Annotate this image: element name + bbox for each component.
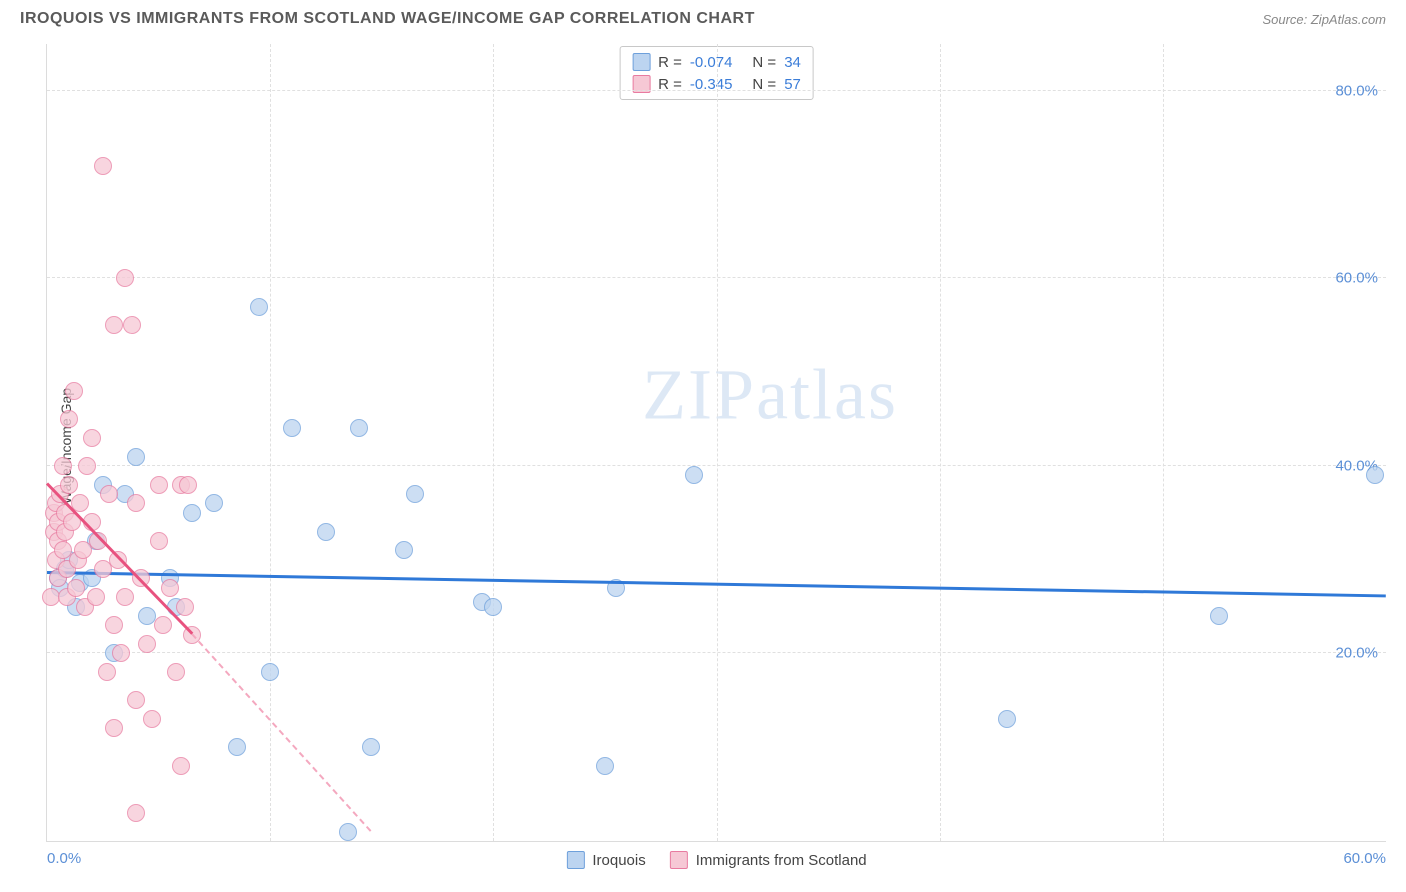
scatter-chart: ZIPatlas R = -0.074N = 34R = -0.345N = 5… (46, 44, 1386, 842)
stat-n-label: N = (752, 54, 776, 71)
legend-series-label: Immigrants from Scotland (696, 852, 867, 869)
gridline-vertical (940, 44, 941, 841)
data-point (161, 579, 179, 597)
data-point (350, 419, 368, 437)
stat-r-label: R = (658, 54, 682, 71)
gridline-vertical (493, 44, 494, 841)
data-point (1210, 607, 1228, 625)
data-point (143, 710, 161, 728)
legend-swatch (670, 851, 688, 869)
data-point (250, 298, 268, 316)
data-point (83, 429, 101, 447)
data-point (138, 635, 156, 653)
data-point (596, 757, 614, 775)
data-point (65, 382, 83, 400)
data-point (87, 588, 105, 606)
legend-series-item: Iroquois (566, 851, 645, 869)
data-point (205, 494, 223, 512)
data-point (998, 710, 1016, 728)
data-point (100, 485, 118, 503)
data-point (105, 719, 123, 737)
data-point (127, 494, 145, 512)
data-point (123, 316, 141, 334)
data-point (1366, 466, 1384, 484)
data-point (105, 316, 123, 334)
data-point (395, 541, 413, 559)
x-tick-label: 0.0% (47, 850, 81, 867)
watermark-zip: ZIP (642, 354, 756, 434)
chart-title: IROQUOIS VS IMMIGRANTS FROM SCOTLAND WAG… (20, 10, 755, 28)
data-point (183, 504, 201, 522)
data-point (172, 757, 190, 775)
watermark: ZIPatlas (642, 353, 898, 436)
data-point (176, 598, 194, 616)
chart-source: Source: ZipAtlas.com (1262, 12, 1386, 27)
stat-n-value: 34 (784, 54, 801, 71)
data-point (685, 466, 703, 484)
data-point (105, 616, 123, 634)
gridline-vertical (717, 44, 718, 841)
data-point (127, 691, 145, 709)
data-point (179, 476, 197, 494)
legend-series-label: Iroquois (592, 852, 645, 869)
legend-swatch (566, 851, 584, 869)
data-point (127, 448, 145, 466)
data-point (78, 457, 96, 475)
trend-line (191, 633, 371, 831)
series-legend: Iroquois Immigrants from Scotland (566, 851, 866, 869)
data-point (150, 476, 168, 494)
data-point (98, 663, 116, 681)
data-point (484, 598, 502, 616)
data-point (261, 663, 279, 681)
legend-series-item: Immigrants from Scotland (670, 851, 867, 869)
data-point (60, 410, 78, 428)
data-point (127, 804, 145, 822)
data-point (362, 738, 380, 756)
gridline-vertical (1163, 44, 1164, 841)
y-tick-label: 80.0% (1335, 82, 1378, 99)
data-point (283, 419, 301, 437)
y-tick-label: 20.0% (1335, 645, 1378, 662)
data-point (150, 532, 168, 550)
data-point (154, 616, 172, 634)
y-tick-label: 60.0% (1335, 270, 1378, 287)
data-point (54, 457, 72, 475)
data-point (94, 157, 112, 175)
data-point (116, 588, 134, 606)
stat-r-value: -0.074 (690, 54, 733, 71)
x-tick-label: 60.0% (1343, 850, 1386, 867)
data-point (67, 579, 85, 597)
data-point (317, 523, 335, 541)
data-point (167, 663, 185, 681)
data-point (116, 269, 134, 287)
data-point (228, 738, 246, 756)
data-point (339, 823, 357, 841)
data-point (406, 485, 424, 503)
watermark-atlas: atlas (756, 354, 898, 434)
data-point (60, 476, 78, 494)
legend-swatch (632, 53, 650, 71)
data-point (112, 644, 130, 662)
